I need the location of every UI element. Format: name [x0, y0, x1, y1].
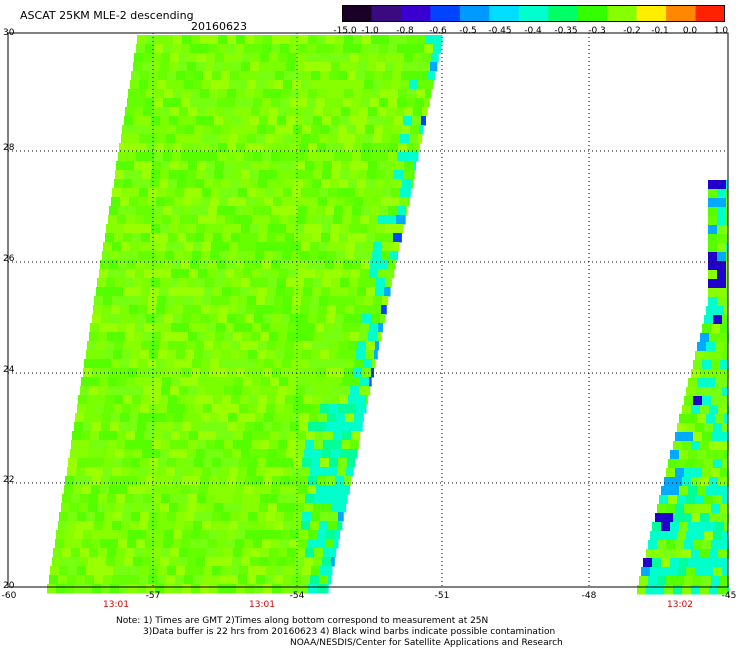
note-line-2: 3)Data buffer is 22 hrs from 20160623 4)… [143, 627, 556, 637]
lon-label-45w: -45 [721, 591, 737, 601]
note-line-3: NOAA/NESDIS/Center for Satellite Applica… [290, 638, 563, 648]
color-scale-swatch [342, 5, 372, 22]
color-scale-label: -0.3 [588, 26, 606, 36]
lon-label-54w: -54 [289, 591, 305, 601]
lat-label-22: 22 [3, 475, 15, 485]
swath-east [637, 180, 729, 595]
lon-label-51w: -51 [434, 591, 450, 601]
swath-west [47, 35, 443, 594]
lat-label-30: 30 [3, 28, 15, 38]
color-scale-label: -0.4 [524, 26, 542, 36]
color-scale-swatch [548, 5, 579, 22]
color-scale-label: 0.0 [682, 26, 698, 36]
pass-time-1: 13:01 [103, 600, 129, 610]
map-frame [7, 32, 729, 588]
lon-label-60w: -60 [1, 591, 17, 601]
pass-time-3: 13:02 [667, 600, 693, 610]
color-scale-label: -1.0 [361, 26, 379, 36]
lat-lon-grid [8, 33, 728, 587]
note-line-1: Note: 1) Times are GMT 2)Times along bot… [116, 616, 489, 626]
lat-label-20: 20 [3, 581, 15, 591]
color-scale-swatch [695, 5, 725, 22]
pass-time-2: 13:01 [249, 600, 275, 610]
color-scale-label: 1.0 [713, 26, 729, 36]
color-scale-label: -0.2 [623, 26, 641, 36]
lon-label-48w: -48 [581, 591, 597, 601]
color-scale-swatch [666, 5, 697, 22]
color-scale-swatch [518, 5, 549, 22]
color-scale-label: -15.0 [333, 26, 357, 36]
lat-label-28: 28 [3, 143, 15, 153]
color-scale-label: -0.6 [429, 26, 447, 36]
color-scale-label: -0.35 [554, 26, 578, 36]
color-scale-swatch [430, 5, 461, 22]
color-scale-swatch [636, 5, 667, 22]
color-scale-swatch [577, 5, 608, 22]
color-scale-label: -0.45 [488, 26, 512, 36]
color-scale-swatch [371, 5, 402, 22]
color-scale-label: -0.5 [459, 26, 477, 36]
color-scale-swatch [400, 5, 431, 22]
color-scale-swatch [607, 5, 638, 22]
lon-label-57w: -57 [145, 591, 161, 601]
color-scale-label: -0.8 [396, 26, 414, 36]
product-title: ASCAT 25KM MLE-2 descending [20, 9, 194, 22]
product-date: 20160623 [191, 20, 247, 33]
color-scale-swatch [459, 5, 490, 22]
color-scale-label: -0.1 [651, 26, 669, 36]
lat-label-26: 26 [3, 254, 15, 264]
color-scale-swatch [489, 5, 520, 22]
lat-label-24: 24 [3, 365, 15, 375]
color-scale-bar [342, 5, 725, 22]
